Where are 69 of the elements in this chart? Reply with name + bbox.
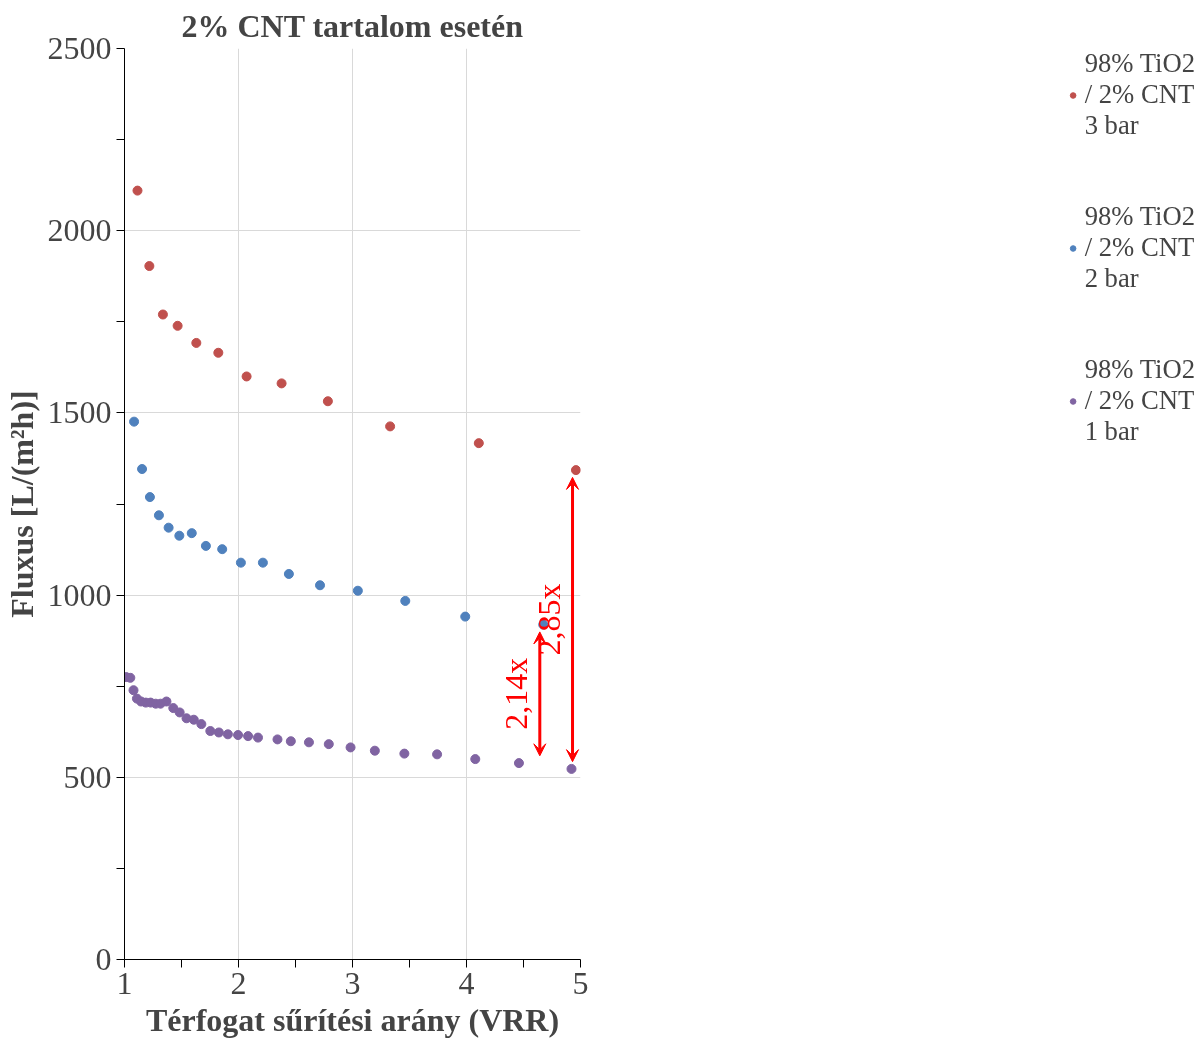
point <box>129 416 140 427</box>
y-tick-label: 1500 <box>47 394 112 431</box>
point <box>473 438 484 449</box>
y-tick-label: 0 <box>95 941 112 977</box>
point <box>196 719 207 730</box>
x-tick-label: 4 <box>458 964 475 1001</box>
annotation: 2,85x <box>530 583 567 656</box>
x-tick-label: 5 <box>572 964 589 1001</box>
point <box>213 727 224 738</box>
point <box>323 739 334 750</box>
point <box>233 730 244 741</box>
point <box>399 748 410 759</box>
y-tick-label: 1000 <box>47 576 112 613</box>
y-tick-label: 2500 <box>47 30 112 66</box>
point <box>174 707 185 718</box>
point <box>345 742 356 753</box>
point <box>352 585 363 596</box>
legend-label: 98% TiO2 / 2% CNT 1 bar <box>1084 354 1195 447</box>
point <box>213 347 224 358</box>
x-tick-label: 3 <box>344 964 361 1001</box>
point <box>200 540 211 551</box>
point <box>217 544 228 555</box>
y-tick-label: 2000 <box>47 212 112 249</box>
point <box>385 421 396 432</box>
x-tick-label: 2 <box>230 964 247 1001</box>
chart-title: 2% CNT tartalom esetén <box>181 7 524 44</box>
point <box>460 611 471 622</box>
point <box>188 714 199 725</box>
point <box>144 261 155 272</box>
annotation: 2,14x <box>497 657 534 730</box>
point <box>315 580 326 591</box>
x-tick-label: 1 <box>116 964 133 1001</box>
point <box>566 763 577 774</box>
point <box>132 185 143 196</box>
point <box>161 696 172 707</box>
point <box>205 726 216 737</box>
point <box>222 729 233 740</box>
point <box>252 732 263 743</box>
point <box>128 685 139 696</box>
y-axis-title: Fluxus [L/(m²h)] <box>3 390 40 618</box>
legend-label: 98% TiO2 / 2% CNT 3 bar <box>1084 48 1195 141</box>
point <box>570 465 581 476</box>
point <box>243 731 254 742</box>
point <box>285 736 296 747</box>
point <box>153 510 164 521</box>
point <box>470 754 481 765</box>
point <box>257 557 268 568</box>
point <box>235 557 246 568</box>
point <box>157 309 168 320</box>
point <box>369 745 380 756</box>
point <box>137 464 148 475</box>
legend-label: 98% TiO2 / 2% CNT 2 bar <box>1084 201 1195 294</box>
point <box>432 749 443 760</box>
point <box>276 378 287 389</box>
point <box>191 337 202 348</box>
point <box>241 371 252 382</box>
point <box>283 568 294 579</box>
point <box>272 734 283 745</box>
point <box>172 320 183 331</box>
point <box>186 528 197 539</box>
point <box>513 758 524 769</box>
point <box>400 595 411 606</box>
point <box>174 530 185 541</box>
point <box>163 522 174 533</box>
point <box>144 492 155 503</box>
x-axis-title: Térfogat sűrítési arány (VRR) <box>145 1001 560 1038</box>
point <box>303 737 314 748</box>
point <box>322 396 333 407</box>
y-tick-label: 500 <box>63 758 112 795</box>
